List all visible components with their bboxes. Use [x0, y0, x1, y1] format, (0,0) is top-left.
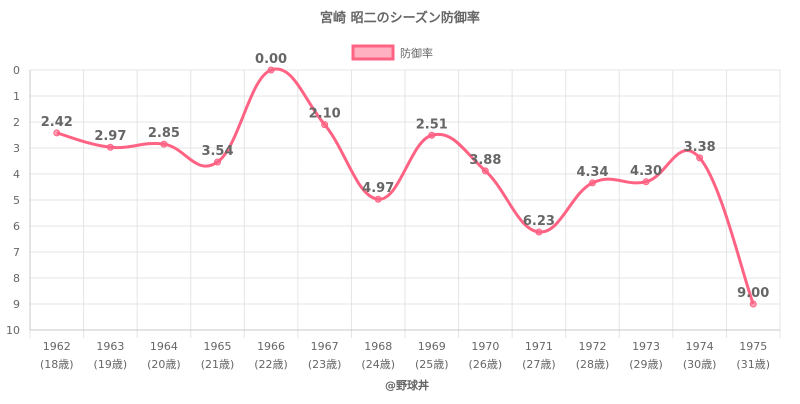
x-tick-age-label: (31歳)	[736, 358, 770, 371]
y-tick-label: 0	[13, 64, 20, 77]
y-tick-label: 6	[13, 220, 20, 233]
data-label: 2.42	[41, 115, 73, 130]
data-label: 4.30	[630, 164, 662, 179]
x-tick-label: 1963	[96, 340, 124, 353]
x-tick-age-label: (20歳)	[147, 358, 181, 371]
legend-swatch	[351, 44, 395, 61]
data-label: 2.85	[148, 126, 180, 141]
data-label: 3.88	[469, 153, 501, 168]
y-tick-label: 7	[13, 246, 20, 259]
x-tick-age-label: (22歳)	[254, 358, 288, 371]
x-tick-age-label: (25歳)	[415, 358, 449, 371]
x-tick-age-label: (19歳)	[94, 358, 128, 371]
x-tick-label: 1973	[632, 340, 660, 353]
x-tick-age-label: (30歳)	[683, 358, 717, 371]
series-layer	[53, 66, 757, 308]
x-tick-label: 1970	[471, 340, 499, 353]
data-label: 2.51	[416, 117, 448, 132]
data-point[interactable]	[214, 158, 221, 166]
data-label: 0.00	[255, 52, 287, 67]
x-tick-age-label: (23歳)	[308, 358, 342, 371]
y-tick-label: 1	[13, 90, 20, 103]
data-labels: 2.42 2.97 2.85 3.54 0.00 2.10 4.97 2.51 3.88 6.23…	[41, 52, 770, 301]
data-label: 2.10	[309, 107, 341, 122]
x-tick-label: 1964	[150, 340, 178, 353]
x-tick-label: 1972	[579, 340, 607, 353]
data-label: 9.00	[737, 286, 769, 301]
y-tick-label: 10	[6, 324, 20, 337]
grid	[29, 69, 781, 338]
x-tick-label: 1965	[204, 340, 232, 353]
x-tick-label: 1968	[364, 340, 392, 353]
data-point[interactable]	[642, 178, 650, 186]
data-point[interactable]	[481, 167, 489, 175]
y-tick-label: 9	[13, 298, 20, 311]
data-label: 4.97	[362, 181, 394, 196]
data-point[interactable]	[267, 66, 275, 74]
data-point[interactable]	[321, 121, 329, 129]
x-tick-label: 1974	[686, 340, 714, 353]
data-point[interactable]	[106, 143, 114, 151]
x-tick-age-label: (27歳)	[522, 358, 556, 371]
legend[interactable]: 防御率	[351, 44, 433, 61]
data-point[interactable]	[535, 228, 543, 236]
x-tick-label: 1966	[257, 340, 285, 353]
credit-text: @野球丼	[385, 378, 429, 392]
data-point[interactable]	[428, 131, 436, 139]
x-tick-age-label: (24歳)	[361, 358, 395, 371]
legend-label: 防御率	[400, 46, 433, 60]
x-tick-age-label: (18歳)	[40, 358, 74, 371]
x-tick-label: 1967	[311, 340, 339, 353]
y-tick-label: 8	[13, 272, 20, 285]
y-tick-label: 5	[13, 194, 20, 207]
x-tick-age-label: (29歳)	[629, 358, 663, 371]
data-label: 4.34	[576, 165, 608, 180]
x-tick-label: 1975	[739, 340, 767, 353]
chart-title: 宮崎 昭二のシーズン防御率	[320, 10, 480, 26]
data-point[interactable]	[53, 129, 61, 137]
data-point[interactable]	[749, 300, 757, 308]
data-point[interactable]	[374, 195, 382, 203]
data-point[interactable]	[589, 179, 596, 187]
axes: 0 1 2 3 4 5 6 7 8 9 10 1962 (18歳) 1963 (19歳) 1964 (20歳) 1…	[6, 64, 780, 371]
x-tick-age-label: (21歳)	[201, 358, 235, 371]
data-label: 6.23	[523, 214, 555, 229]
y-tick-label: 2	[13, 116, 20, 129]
x-tick-label: 1971	[525, 340, 553, 353]
x-tick-age-label: (28歳)	[576, 358, 610, 371]
x-tick-age-label: (26歳)	[469, 358, 503, 371]
data-point[interactable]	[160, 140, 168, 148]
y-tick-label: 4	[13, 168, 20, 181]
data-label: 2.97	[94, 129, 126, 144]
x-tick-label: 1969	[418, 340, 446, 353]
data-label: 3.38	[684, 140, 716, 155]
x-tick-label: 1962	[43, 340, 71, 353]
data-point[interactable]	[696, 154, 704, 162]
data-label: 3.54	[201, 144, 233, 159]
y-tick-label: 3	[13, 142, 20, 155]
